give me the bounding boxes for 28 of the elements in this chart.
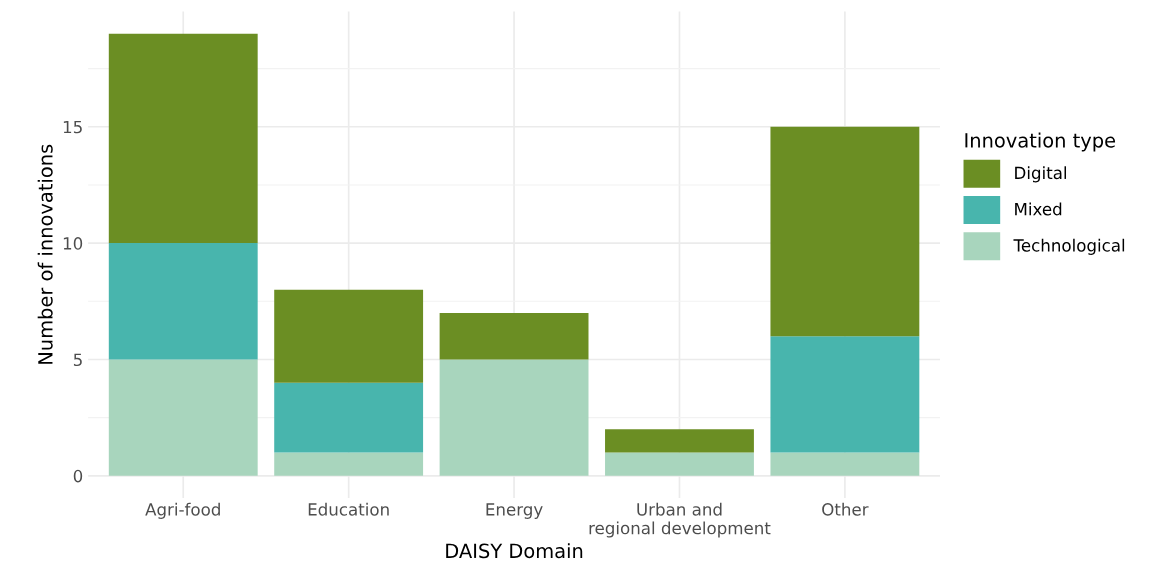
x-tick-label: Agri-food	[145, 502, 220, 519]
bar	[605, 452, 754, 476]
bar	[770, 336, 920, 453]
legend-label: Technological	[1013, 238, 1125, 255]
y-tick-label: 10	[63, 237, 83, 250]
bar	[108, 33, 258, 244]
x-axis-title: DAISY Domain	[446, 543, 583, 559]
x-tick-label: Urban and regional development	[589, 502, 771, 538]
bar	[439, 359, 589, 476]
bar	[274, 382, 424, 453]
y-axis-title: Number of innovations	[37, 144, 53, 364]
bar	[108, 359, 258, 476]
y-tick-label: 5	[73, 353, 82, 367]
bar	[274, 289, 424, 383]
y-tick-label: 0	[73, 469, 83, 483]
bar	[274, 452, 424, 476]
legend-title: Innovation type	[965, 132, 1116, 152]
x-tick-label: Energy	[486, 503, 543, 519]
x-tick-label: Education	[308, 502, 389, 516]
bar	[439, 312, 589, 360]
bar	[108, 243, 258, 360]
x-tick-label: Other	[822, 502, 869, 516]
bar	[605, 429, 754, 453]
bar	[770, 452, 920, 476]
legend-label: Digital	[1015, 166, 1067, 183]
y-tick-label: 15	[63, 120, 82, 134]
legend-label: Mixed	[1015, 202, 1062, 216]
bar	[770, 126, 920, 337]
